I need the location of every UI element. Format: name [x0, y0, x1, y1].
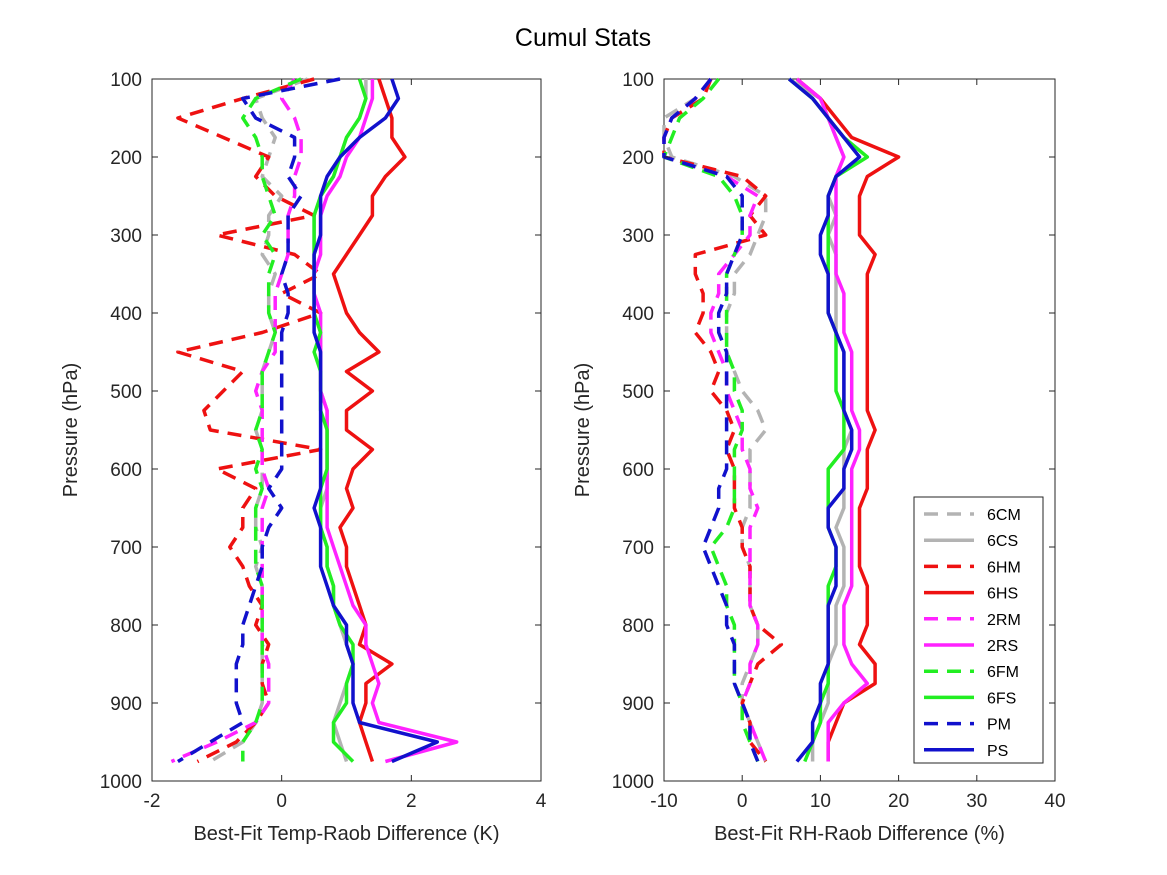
x-tick-label: -2: [144, 791, 161, 812]
y-axis-label: Pressure (hPa): [572, 363, 594, 498]
x-tick-label: 20: [888, 791, 909, 812]
y-tick-label: 1000: [100, 772, 142, 793]
y-tick-label: 200: [622, 148, 654, 169]
y-tick-label: 800: [110, 616, 142, 637]
y-tick-label: 100: [622, 70, 654, 91]
chart-title: Cumul Stats: [515, 24, 651, 52]
legend-label-6HM: 6HM: [987, 559, 1021, 576]
series-line-PS: [787, 77, 862, 763]
y-axis-label: Pressure (hPa): [60, 363, 82, 498]
series-line-6CM: [209, 77, 309, 764]
y-tick-label: 500: [110, 382, 142, 403]
y-tick-label: 400: [110, 304, 142, 325]
x-tick-label: 10: [810, 791, 831, 812]
legend-label-PM: PM: [987, 717, 1011, 734]
x-tick-label: 40: [1044, 791, 1065, 812]
x-tick-label: 2: [406, 791, 417, 812]
y-tick-label: 600: [110, 460, 142, 481]
y-tick-label: 800: [622, 616, 654, 637]
series-line-PM: [662, 77, 760, 763]
y-tick-label: 300: [110, 226, 142, 247]
x-axis-label: Best-Fit Temp-Raob Difference (K): [193, 823, 499, 845]
series-line-6HS: [331, 78, 407, 763]
series-line-PS: [312, 78, 440, 764]
series-line-2RS: [312, 79, 459, 764]
series-line-6HM: [176, 77, 323, 764]
y-tick-label: 100: [110, 70, 142, 91]
x-axis-label: Best-Fit RH-Raob Difference (%): [714, 823, 1005, 845]
x-tick-label: 0: [737, 791, 748, 812]
series-line-PM: [176, 77, 341, 763]
series-line-2RM: [170, 78, 303, 764]
series-line-2RS: [795, 77, 870, 762]
x-tick-label: 0: [276, 791, 287, 812]
y-tick-label: 700: [110, 538, 142, 559]
y-tick-label: 700: [622, 538, 654, 559]
y-tick-label: 200: [110, 148, 142, 169]
y-tick-label: 900: [622, 694, 654, 715]
series-line-2RM: [662, 77, 768, 763]
y-tick-label: 1000: [612, 772, 654, 793]
series-line-6HS: [795, 77, 901, 762]
x-tick-label: 4: [536, 791, 547, 812]
legend-label-6CS: 6CS: [987, 533, 1018, 550]
y-tick-label: 900: [110, 694, 142, 715]
legend-label-6FS: 6FS: [987, 690, 1016, 707]
y-tick-label: 500: [622, 382, 654, 403]
y-tick-label: 600: [622, 460, 654, 481]
x-tick-label: -10: [650, 791, 677, 812]
legend: 6CM 6CS 6HM 6HS 2RM 2RS 6FM 6FS PM PS: [913, 496, 1044, 764]
series-line-6CM: [662, 77, 768, 763]
legend-label-2RS: 2RS: [987, 638, 1018, 655]
y-tick-label: 300: [622, 226, 654, 247]
series-line-6HM: [662, 78, 784, 763]
legend-label-6CM: 6CM: [987, 507, 1021, 524]
legend-label-6FM: 6FM: [987, 664, 1019, 681]
series-line-6FM: [241, 77, 302, 762]
legend-label-2RM: 2RM: [987, 612, 1021, 629]
legend-label-6HS: 6HS: [987, 586, 1018, 603]
y-tick-label: 400: [622, 304, 654, 325]
legend-label-PS: PS: [987, 743, 1008, 760]
x-tick-label: 30: [966, 791, 987, 812]
panel-temperature: -2 0 2 4 100 200 300 400 500 600 700 800 900 1000 Best…: [60, 70, 547, 845]
